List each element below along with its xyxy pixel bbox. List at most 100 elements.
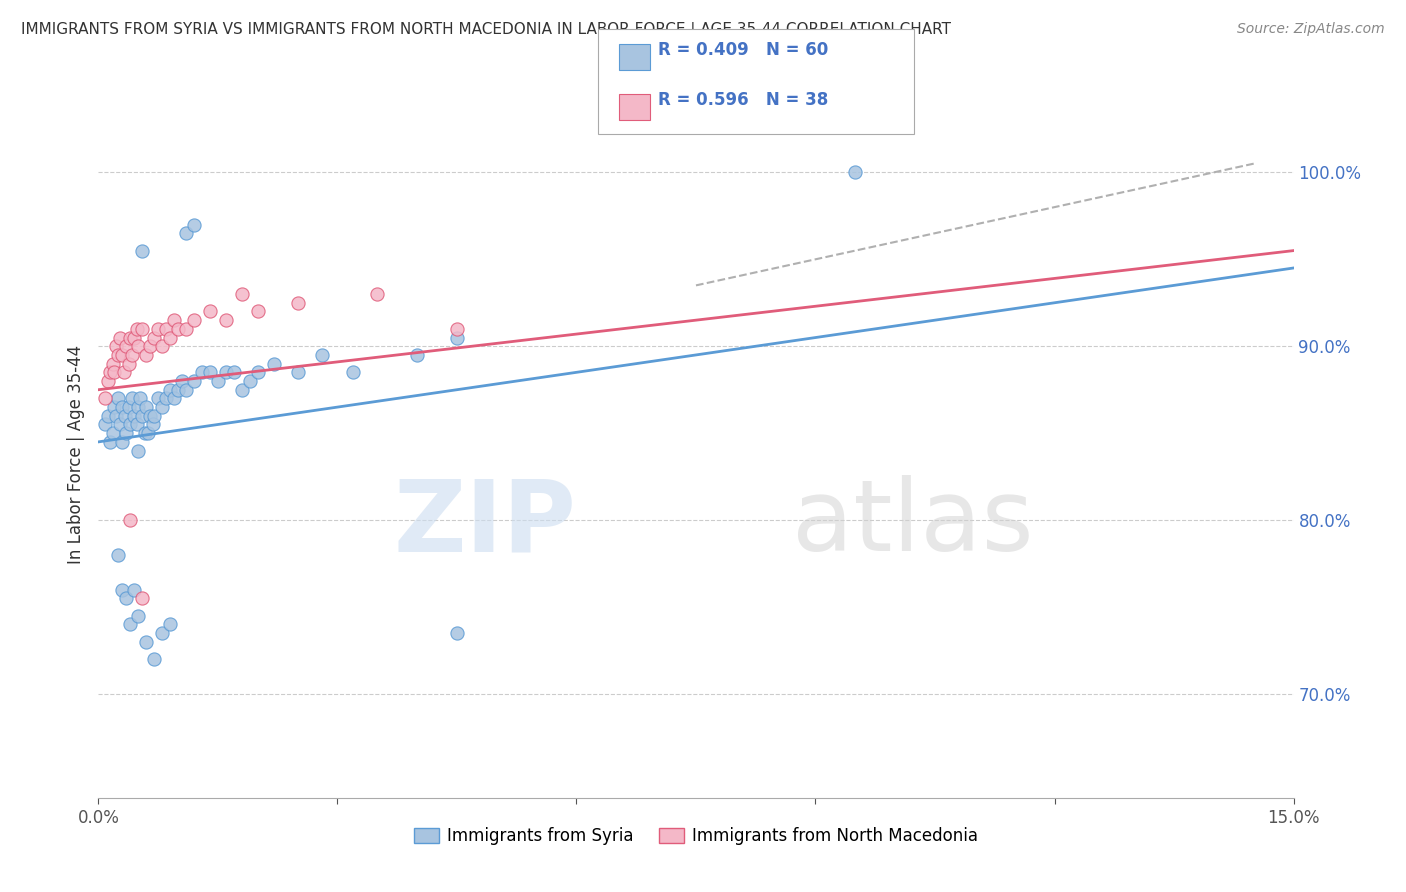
Point — [150, 626, 173, 640]
Point — [183, 374, 205, 388]
Point — [111, 400, 134, 414]
Point — [311, 348, 333, 362]
Point — [131, 591, 153, 606]
Text: IMMIGRANTS FROM SYRIA VS IMMIGRANTS FROM NORTH MACEDONIA IN LABOR FORCE | AGE 35: IMMIGRANTS FROM SYRIA VS IMMIGRANTS FROM… — [21, 22, 950, 38]
Point — [94, 417, 117, 432]
Point — [127, 400, 149, 414]
Point — [135, 348, 157, 362]
Point — [131, 322, 153, 336]
Point — [128, 392, 150, 406]
Point — [215, 313, 238, 327]
Point — [127, 608, 149, 623]
Point — [159, 617, 181, 632]
Point — [98, 434, 122, 449]
Point — [124, 582, 146, 597]
Point — [207, 374, 229, 388]
Text: ZIP: ZIP — [394, 475, 576, 572]
Point — [446, 322, 468, 336]
Point — [446, 626, 468, 640]
Point — [231, 383, 253, 397]
Point — [120, 513, 142, 527]
Point — [118, 400, 141, 414]
Point — [98, 365, 122, 379]
Point — [231, 287, 253, 301]
Legend: Immigrants from Syria, Immigrants from North Macedonia: Immigrants from Syria, Immigrants from N… — [408, 821, 984, 852]
Point — [107, 548, 129, 562]
Point — [155, 322, 177, 336]
Point — [246, 365, 269, 379]
Point — [159, 330, 181, 344]
Point — [406, 348, 429, 362]
Point — [342, 365, 364, 379]
Point — [366, 287, 388, 301]
Point — [115, 591, 138, 606]
Point — [124, 409, 146, 423]
Point — [111, 582, 134, 597]
Point — [446, 330, 468, 344]
Point — [103, 400, 125, 414]
Point — [142, 417, 165, 432]
Point — [120, 417, 142, 432]
Point — [103, 365, 125, 379]
Point — [155, 392, 177, 406]
Point — [143, 330, 166, 344]
Point — [120, 330, 142, 344]
Point — [97, 409, 120, 423]
Point — [120, 617, 142, 632]
Point — [198, 304, 221, 318]
Point — [131, 244, 153, 258]
Point — [287, 365, 309, 379]
Point — [163, 313, 186, 327]
Point — [143, 409, 166, 423]
Point — [107, 348, 129, 362]
Point — [125, 322, 148, 336]
Point — [163, 392, 186, 406]
Point — [136, 426, 159, 441]
Point — [125, 417, 148, 432]
Point — [148, 322, 170, 336]
Text: R = 0.409   N = 60: R = 0.409 N = 60 — [658, 41, 828, 60]
Point — [287, 295, 309, 310]
Point — [198, 365, 221, 379]
Point — [108, 330, 131, 344]
Point — [191, 365, 214, 379]
Point — [97, 374, 120, 388]
Point — [127, 443, 149, 458]
Point — [107, 392, 129, 406]
Point — [134, 426, 156, 441]
Point — [124, 330, 146, 344]
Point — [94, 392, 117, 406]
Point — [174, 226, 197, 240]
Point — [172, 374, 194, 388]
Text: Source: ZipAtlas.com: Source: ZipAtlas.com — [1237, 22, 1385, 37]
Point — [111, 434, 134, 449]
Point — [131, 409, 153, 423]
Text: atlas: atlas — [792, 475, 1033, 572]
Point — [104, 339, 127, 353]
Point — [135, 635, 157, 649]
Point — [115, 426, 138, 441]
Point — [108, 417, 131, 432]
Point — [183, 313, 205, 327]
Point — [127, 339, 149, 353]
Point — [118, 357, 141, 371]
Point — [104, 409, 127, 423]
Point — [150, 400, 173, 414]
Point — [111, 348, 134, 362]
Point — [135, 400, 157, 414]
Point — [159, 383, 181, 397]
Text: R = 0.596   N = 38: R = 0.596 N = 38 — [658, 91, 828, 110]
Point — [115, 339, 138, 353]
Point — [112, 365, 135, 379]
Point — [114, 409, 136, 423]
Point — [150, 339, 173, 353]
Point — [121, 348, 143, 362]
Point — [222, 365, 245, 379]
Point — [844, 165, 866, 179]
Point — [139, 339, 162, 353]
Point — [174, 383, 197, 397]
Point — [101, 357, 124, 371]
Point — [167, 383, 190, 397]
Point — [139, 409, 162, 423]
Point — [263, 357, 285, 371]
